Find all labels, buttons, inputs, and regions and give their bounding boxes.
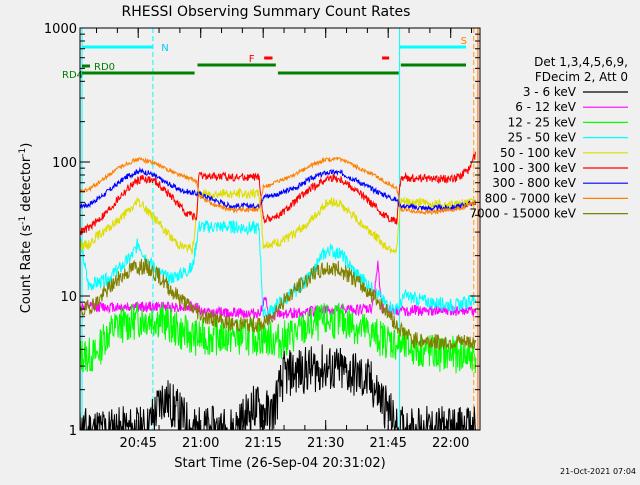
y-tick-label: 10 (60, 290, 77, 305)
legend-entry-label: 7000 - 15000 keV (469, 207, 576, 221)
plot-series-group: N F S RD0 (80, 28, 479, 430)
flag-rd0-label: RD0 (94, 62, 115, 73)
y-axis-label: Count Rate (s-1 detector-1) (18, 143, 34, 314)
series-line-5 (80, 151, 477, 236)
plot-frame (79, 27, 481, 431)
legend-entry-label: 300 - 800 keV (492, 176, 576, 190)
x-tick-label: 21:00 (182, 436, 219, 451)
flag-s-label: S (461, 36, 467, 47)
legend-entry-label: 50 - 100 keV (500, 146, 577, 160)
plot-area: N F S RD0 (80, 28, 479, 430)
flag-rd4-label: RD4 (62, 70, 83, 81)
legend: Det 1,3,4,5,6,9,FDecim 2, Att 03 - 6 keV… (469, 55, 628, 221)
x-axis-label: Start Time (26-Sep-04 20:31:02) (174, 456, 385, 471)
flag-n-label: N (161, 43, 168, 54)
series-line-7 (80, 156, 477, 216)
flag-f-label: F (249, 54, 255, 65)
series-line-8 (80, 257, 477, 350)
legend-entry-label: 6 - 12 keV (515, 100, 577, 114)
series-line-4 (80, 187, 476, 255)
series-line-6 (80, 166, 477, 213)
y-tick-label: 1 (69, 424, 77, 439)
legend-entry-label: 25 - 50 keV (508, 131, 577, 145)
legend-entry-label: 800 - 7000 keV (485, 191, 577, 205)
legend-header-line: FDecim 2, Att 0 (535, 70, 628, 84)
x-tick-label: 21:45 (369, 436, 406, 451)
series-line-1 (80, 260, 477, 325)
x-tick-label: 20:45 (119, 436, 156, 451)
y-tick-label: 100 (52, 156, 77, 171)
legend-entry-label: 12 - 25 keV (508, 115, 577, 129)
y-tick-label: 1000 (44, 22, 77, 37)
legend-entry-label: 100 - 300 keV (492, 161, 576, 175)
x-tick-label: 21:30 (307, 436, 344, 451)
series-line-2 (80, 302, 477, 374)
chart-title: RHESSI Observing Summary Count Rates (122, 4, 411, 20)
legend-header-line: Det 1,3,4,5,6,9, (534, 55, 628, 69)
x-tick-label: 21:15 (244, 436, 281, 451)
legend-entry-label: 3 - 6 keV (523, 85, 577, 99)
axes: RD4 1 10 100 1000 20:45 21:00 21:15 21:30 21:45 22… (44, 22, 481, 451)
x-tick-label: 22:00 (432, 436, 469, 451)
footer-date: 21-Oct-2021 07:04 (560, 467, 636, 476)
